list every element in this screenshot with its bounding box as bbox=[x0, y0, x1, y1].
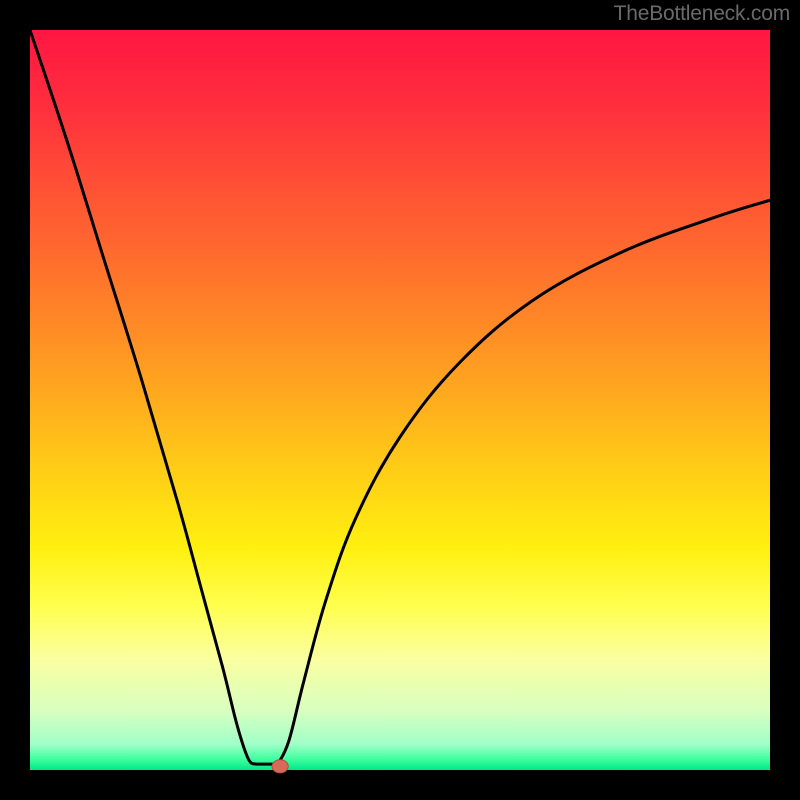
optimum-marker bbox=[272, 760, 288, 773]
plot-background bbox=[30, 30, 770, 770]
chart-container: TheBottleneck.com bbox=[0, 0, 800, 800]
bottleneck-chart bbox=[0, 0, 800, 800]
watermark-text: TheBottleneck.com bbox=[614, 2, 790, 26]
